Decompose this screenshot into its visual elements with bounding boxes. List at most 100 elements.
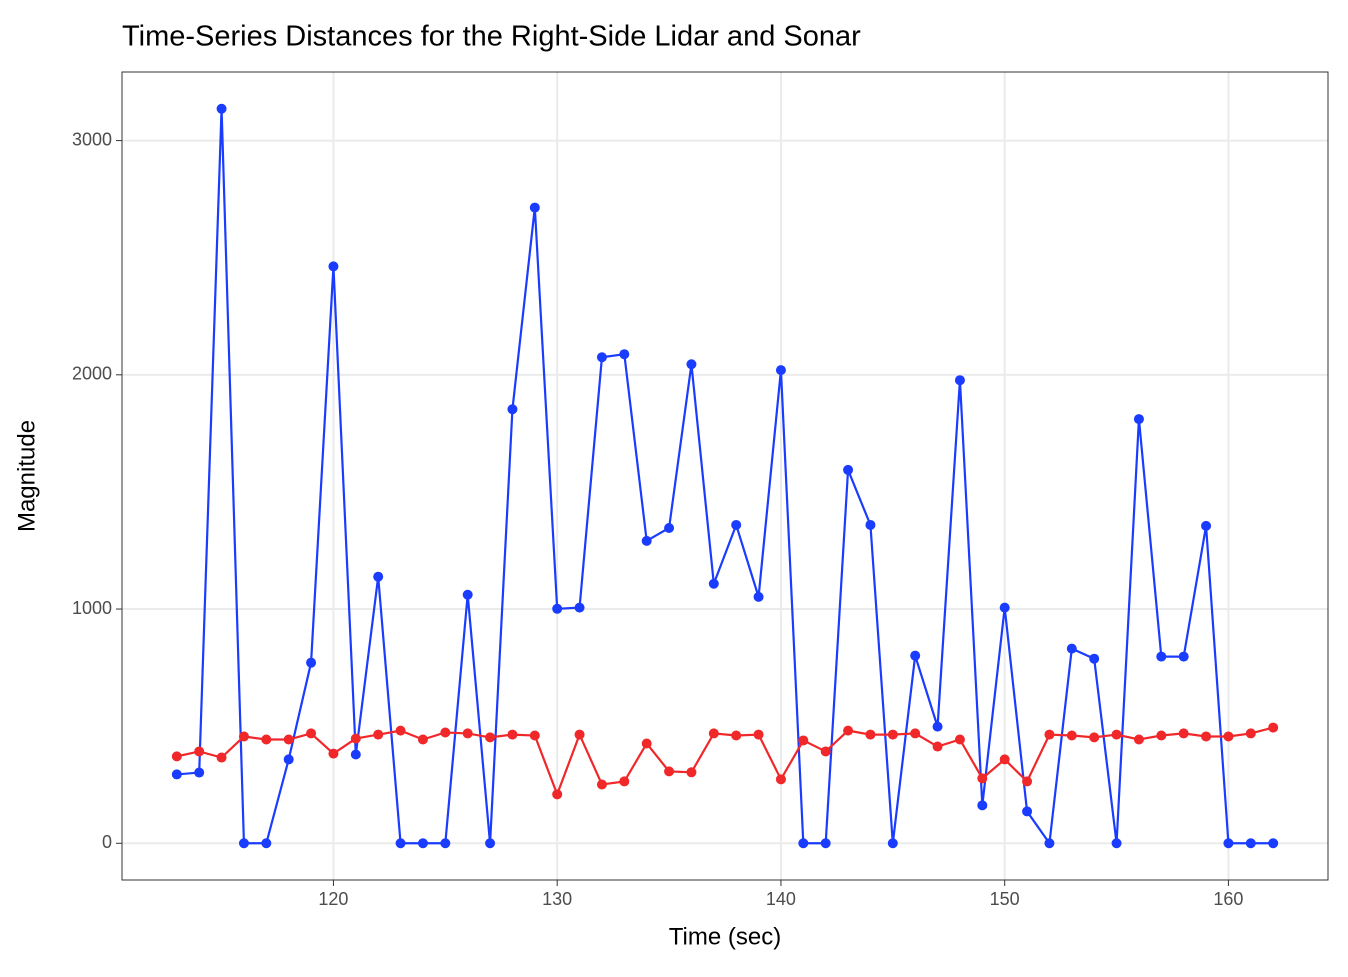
data-point xyxy=(596,779,607,790)
data-point xyxy=(1268,722,1279,733)
data-point xyxy=(306,657,317,668)
data-point xyxy=(820,838,831,849)
chart-title: Time-Series Distances for the Right-Side… xyxy=(122,21,861,53)
data-point xyxy=(194,746,205,757)
data-point xyxy=(194,767,205,778)
data-point xyxy=(641,738,652,749)
data-point xyxy=(798,838,809,849)
data-point xyxy=(373,571,384,582)
data-point xyxy=(529,730,540,741)
data-point xyxy=(753,729,764,740)
data-point xyxy=(328,261,339,272)
data-point xyxy=(1089,732,1100,743)
data-point xyxy=(529,202,540,213)
data-point xyxy=(1111,838,1122,849)
data-point xyxy=(1156,651,1167,662)
data-point xyxy=(641,535,652,546)
data-point xyxy=(552,789,563,800)
x-tick-label: 140 xyxy=(766,889,796,909)
data-point xyxy=(619,776,630,787)
data-point xyxy=(820,746,831,757)
data-point xyxy=(954,734,965,745)
data-point xyxy=(507,729,518,740)
data-point xyxy=(977,773,988,784)
data-point xyxy=(954,375,965,386)
data-point xyxy=(485,838,496,849)
data-point xyxy=(753,591,764,602)
data-point xyxy=(932,721,943,732)
x-tick-label: 130 xyxy=(542,889,572,909)
y-axis-label: Magnitude xyxy=(13,420,40,532)
data-point xyxy=(395,725,406,736)
data-point xyxy=(798,735,809,746)
data-point xyxy=(1201,731,1212,742)
data-point xyxy=(596,352,607,363)
data-point xyxy=(1201,520,1212,531)
data-point xyxy=(1066,643,1077,654)
data-point xyxy=(887,838,898,849)
data-point xyxy=(507,404,518,415)
data-point xyxy=(731,730,742,741)
data-point xyxy=(686,767,697,778)
data-point xyxy=(664,522,675,533)
x-tick-label: 150 xyxy=(990,889,1020,909)
data-point xyxy=(865,519,876,530)
data-point xyxy=(1178,728,1189,739)
data-point xyxy=(238,731,249,742)
data-point xyxy=(887,729,898,740)
data-point xyxy=(283,734,294,745)
data-point xyxy=(619,349,630,360)
x-tick-label: 160 xyxy=(1213,889,1243,909)
data-point xyxy=(999,602,1010,613)
data-point xyxy=(238,838,249,849)
data-point xyxy=(417,734,428,745)
data-point xyxy=(865,729,876,740)
data-point xyxy=(1223,838,1234,849)
data-point xyxy=(485,732,496,743)
data-point xyxy=(283,754,294,765)
data-point xyxy=(686,359,697,370)
data-point xyxy=(999,754,1010,765)
data-point xyxy=(1245,838,1256,849)
data-point xyxy=(1111,729,1122,740)
y-tick-label: 1000 xyxy=(72,598,112,618)
data-point xyxy=(775,774,786,785)
data-point xyxy=(395,838,406,849)
data-point xyxy=(1133,734,1144,745)
x-tick-label: 120 xyxy=(318,889,348,909)
y-tick-label: 2000 xyxy=(72,364,112,384)
data-point xyxy=(932,741,943,752)
data-point xyxy=(417,838,428,849)
data-point xyxy=(843,725,854,736)
data-point xyxy=(574,602,585,613)
data-point xyxy=(440,727,451,738)
data-point xyxy=(910,650,921,661)
data-point xyxy=(1156,730,1167,741)
data-point xyxy=(1022,806,1033,817)
data-point xyxy=(775,365,786,376)
data-point xyxy=(574,729,585,740)
data-point xyxy=(1066,730,1077,741)
data-point xyxy=(350,749,361,760)
data-point xyxy=(350,733,361,744)
y-tick-label: 3000 xyxy=(72,129,112,149)
data-point xyxy=(1044,729,1055,740)
data-point xyxy=(910,728,921,739)
data-point xyxy=(440,838,451,849)
data-point xyxy=(664,766,675,777)
data-point xyxy=(977,800,988,811)
data-point xyxy=(1178,651,1189,662)
x-axis-label: Time (sec) xyxy=(669,923,781,950)
data-point xyxy=(261,734,272,745)
data-point xyxy=(328,748,339,759)
data-point xyxy=(216,752,227,763)
data-point xyxy=(708,578,719,589)
y-tick-label: 0 xyxy=(102,832,112,852)
data-point xyxy=(552,603,563,614)
data-point xyxy=(462,728,473,739)
data-point xyxy=(1245,728,1256,739)
data-point xyxy=(1223,731,1234,742)
data-point xyxy=(171,769,182,780)
data-point xyxy=(708,728,719,739)
